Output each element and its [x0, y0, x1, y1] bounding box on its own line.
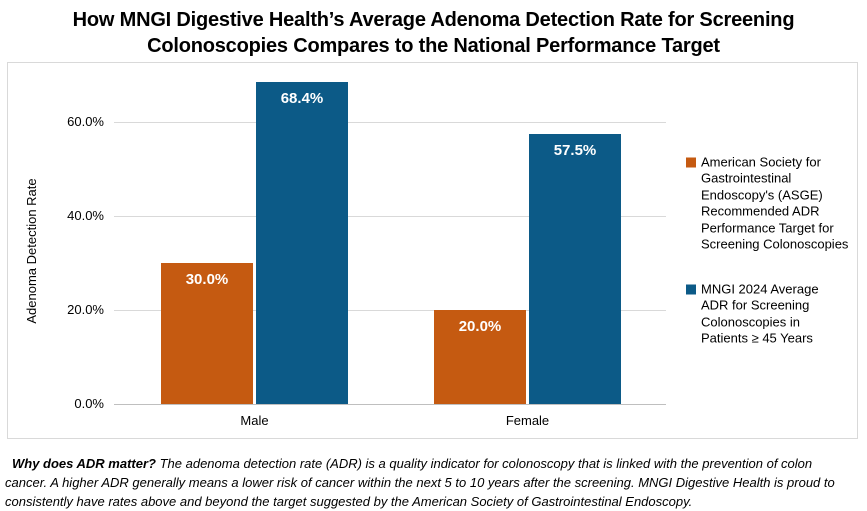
bar-group-female: 20.0% 57.5%	[434, 133, 621, 404]
bar-mngi-2024-male: 68.4%	[256, 82, 348, 404]
bar-value-label: 30.0%	[185, 270, 229, 288]
legend-item-asge-target: American Society for Gastrointestinal En…	[686, 154, 860, 253]
gridline	[114, 215, 666, 217]
y-tick-label: 0.0%	[74, 396, 104, 411]
y-tick-label: 40.0%	[67, 207, 104, 223]
legend-label: American Society for Gastrointestinal En…	[701, 154, 849, 252]
category-label-male: Male	[240, 413, 269, 428]
bar-asge-target-male: 30.0%	[161, 262, 253, 404]
plot-area: 30.0% 68.4% Male 20.0% 57.5% Female	[114, 63, 666, 428]
footnote: Why does ADR matter? The adenoma detecti…	[5, 454, 857, 511]
legend-marker-icon	[686, 284, 696, 294]
category-label-female: Female	[505, 413, 550, 428]
bar-value-label: 68.4%	[280, 90, 324, 108]
gridline	[114, 121, 666, 123]
chart-frame: Adenoma Detection Rate 30.0% 68.4% Male 20.…	[7, 62, 858, 439]
footnote-lead: Why does ADR matter?	[12, 456, 156, 471]
chart-title-line2: Colonoscopies Compares to the National P…	[147, 35, 720, 57]
bar-asge-target-female: 20.0%	[434, 309, 526, 404]
gridline	[114, 309, 666, 311]
legend-marker-icon	[686, 157, 696, 167]
bar-value-label: 20.0%	[458, 317, 502, 335]
x-axis-line	[114, 404, 666, 405]
bar-group-male: 30.0% 68.4%	[161, 82, 348, 404]
y-tick-label: 60.0%	[67, 113, 104, 129]
legend-label: MNGI 2024 Average ADR for Screening Colo…	[701, 281, 819, 346]
legend: American Society for Gastrointestinal En…	[686, 154, 860, 347]
bar-value-label: 57.5%	[553, 141, 597, 159]
bar-mngi-2024-female: 57.5%	[529, 133, 621, 404]
chart-title: How MNGI Digestive Health’s Average Aden…	[0, 7, 867, 59]
legend-item-mngi-2024: MNGI 2024 Average ADR for Screening Colo…	[686, 281, 860, 347]
chart-title-line1: How MNGI Digestive Health’s Average Aden…	[72, 9, 795, 31]
y-tick-label: 20.0%	[67, 301, 104, 317]
